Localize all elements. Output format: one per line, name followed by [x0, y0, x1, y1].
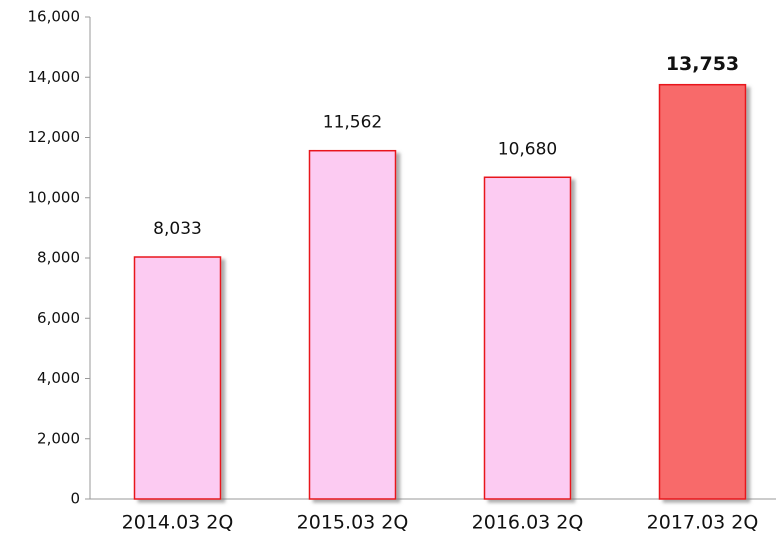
- y-tick-label: 12,000: [28, 128, 81, 146]
- y-tick-label: 0: [70, 490, 80, 508]
- y-tick-label: 4,000: [37, 369, 80, 387]
- y-tick-label: 6,000: [37, 309, 80, 327]
- value-label: 10,680: [498, 139, 557, 159]
- x-tick-label: 2017.03 2Q: [647, 512, 759, 534]
- y-tick-label: 10,000: [28, 188, 81, 206]
- x-tick-label: 2014.03 2Q: [122, 512, 234, 534]
- value-label: 8,033: [153, 219, 202, 239]
- y-tick-label: 2,000: [37, 429, 80, 447]
- value-label: 13,753: [666, 53, 739, 75]
- value-label: 11,562: [323, 113, 382, 133]
- x-tick-label: 2015.03 2Q: [297, 512, 409, 534]
- bar: [483, 176, 572, 500]
- bar: [658, 83, 747, 500]
- y-tick-label: 8,000: [37, 249, 80, 267]
- bar: [133, 256, 222, 500]
- x-tick-label: 2016.03 2Q: [472, 512, 584, 534]
- bar: [308, 149, 397, 500]
- y-tick-label: 14,000: [28, 68, 81, 86]
- y-tick-label: 16,000: [28, 8, 81, 26]
